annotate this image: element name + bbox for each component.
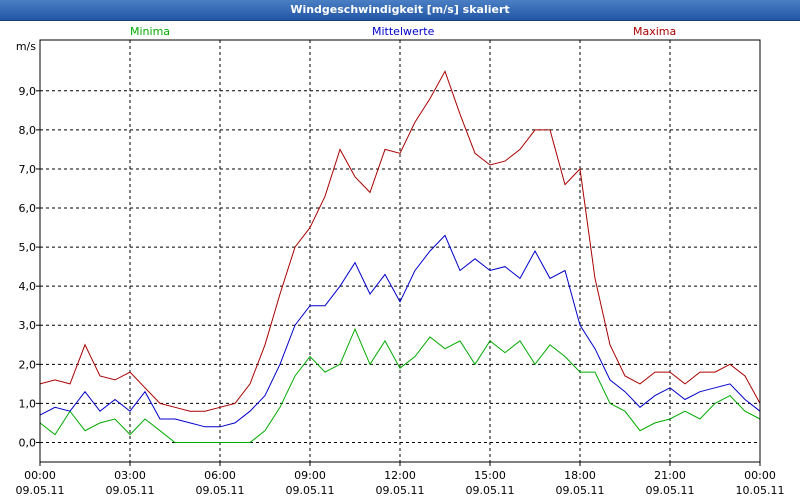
x-tick-time: 00:00 xyxy=(744,469,776,482)
y-tick-label: 0,0 xyxy=(19,436,37,449)
legend-mittelwerte: Mittelwerte xyxy=(372,25,435,38)
x-tick-time: 12:00 xyxy=(384,469,416,482)
x-tick-date: 09.05.11 xyxy=(106,484,155,497)
y-tick-label: 9,0 xyxy=(19,85,37,98)
x-tick-time: 18:00 xyxy=(564,469,596,482)
x-tick-time: 09:00 xyxy=(294,469,326,482)
y-tick-label: 1,0 xyxy=(19,397,37,410)
legend-minima: Minima xyxy=(130,25,171,38)
y-tick-label: 6,0 xyxy=(19,202,37,215)
x-tick-date: 10.05.11 xyxy=(736,484,785,497)
window-titlebar xyxy=(0,0,800,21)
x-tick-date: 09.05.11 xyxy=(646,484,695,497)
x-tick-time: 03:00 xyxy=(114,469,146,482)
y-tick-label: 3,0 xyxy=(19,319,37,332)
series-line-minima xyxy=(39,327,761,443)
y-tick-label: 7,0 xyxy=(19,163,37,176)
x-tick-date: 09.05.11 xyxy=(376,484,425,497)
legend-maxima: Maxima xyxy=(633,25,677,38)
series-layer xyxy=(39,70,761,443)
y-tick-label: 5,0 xyxy=(19,241,37,254)
y-tick-label: 2,0 xyxy=(19,358,37,371)
x-tick-date: 09.05.11 xyxy=(466,484,515,497)
x-tick-time: 21:00 xyxy=(654,469,686,482)
chart-title: Windgeschwindigkeit [m/s] skaliert xyxy=(290,3,510,16)
axis-labels: 0,0 1,0 2,0 3,0 4,0 5,0 6,0 7,0 8,0 9,0 m/s 00:00 09… xyxy=(16,40,785,497)
x-tick-time: 15:00 xyxy=(474,469,506,482)
x-tick-date: 09.05.11 xyxy=(196,484,245,497)
y-axis-unit-label: m/s xyxy=(16,40,36,53)
x-tick-date: 09.05.11 xyxy=(556,484,605,497)
x-tick-date: 09.05.11 xyxy=(286,484,335,497)
y-tick-label: 4,0 xyxy=(19,280,37,293)
series-line-mittelwerte xyxy=(39,234,761,428)
grid-lines xyxy=(40,40,760,462)
series-line-maxima xyxy=(39,70,761,412)
x-tick-time: 00:00 xyxy=(24,469,56,482)
x-tick-time: 06:00 xyxy=(204,469,236,482)
y-tick-label: 8,0 xyxy=(19,124,37,137)
x-tick-date: 09.05.11 xyxy=(16,484,65,497)
